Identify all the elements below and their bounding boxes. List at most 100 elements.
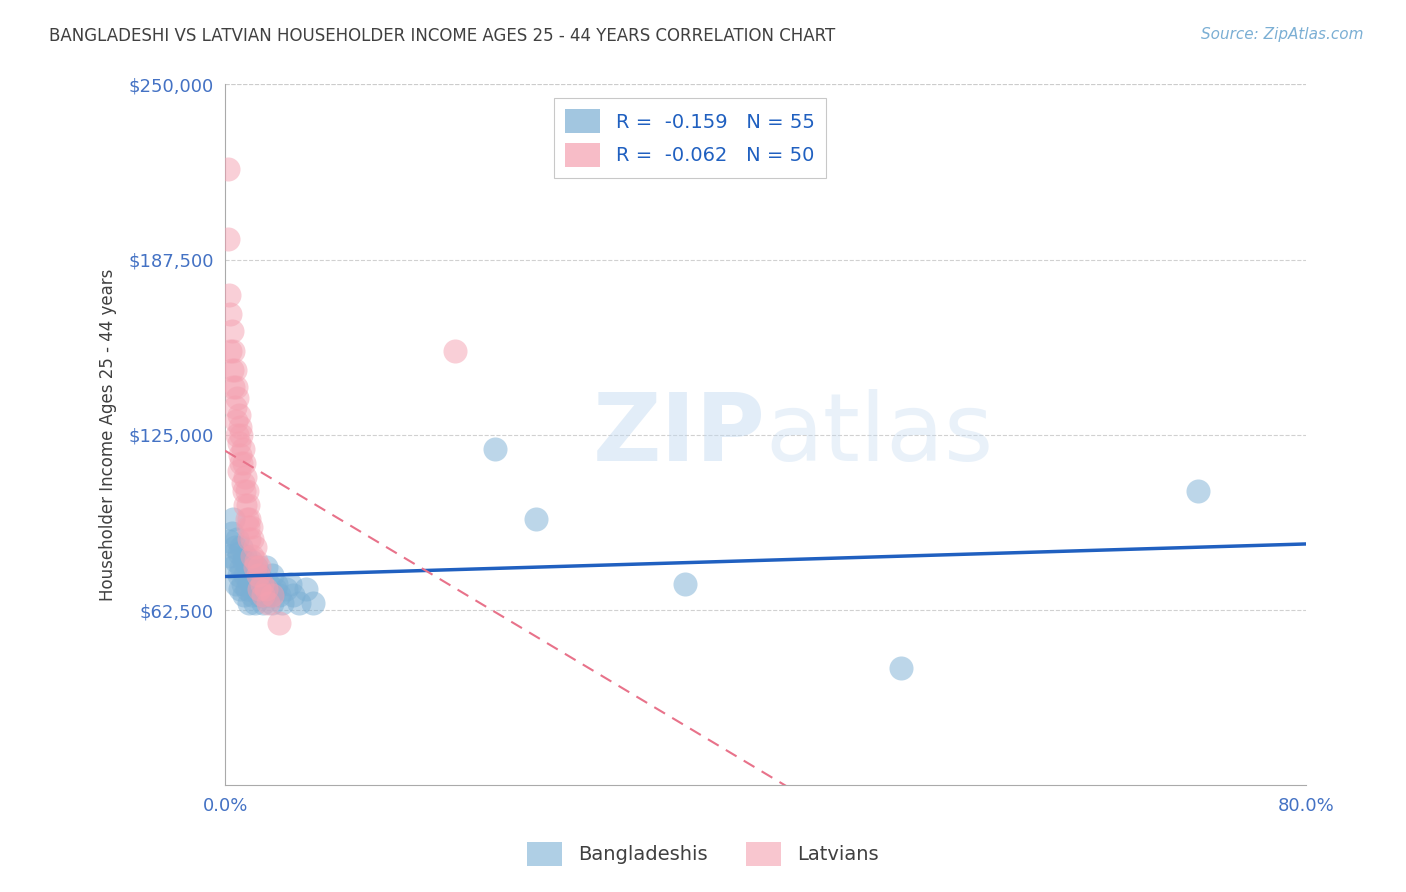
Point [219, 307, 242, 321]
Point [269, 588, 291, 602]
Point [252, 596, 274, 610]
Text: atlas: atlas [766, 389, 994, 481]
Point [229, 419, 252, 434]
Point [235, 483, 257, 498]
Point [225, 554, 247, 568]
Point [295, 582, 318, 597]
Point [243, 596, 266, 610]
Point [243, 540, 266, 554]
Point [221, 363, 243, 377]
Point [246, 582, 269, 597]
Point [224, 540, 246, 554]
Legend: R =  -0.159   N = 55, R =  -0.062   N = 50: R = -0.159 N = 55, R = -0.062 N = 50 [554, 97, 827, 178]
Point [484, 442, 506, 456]
Point [247, 559, 270, 574]
Point [524, 512, 547, 526]
Point [262, 596, 284, 610]
Point [240, 568, 263, 582]
Point [222, 559, 245, 574]
Point [232, 442, 254, 456]
Point [231, 559, 253, 574]
Point [240, 549, 263, 563]
Point [236, 559, 259, 574]
Point [217, 161, 239, 176]
Point [259, 588, 281, 602]
Text: Source: ZipAtlas.com: Source: ZipAtlas.com [1201, 27, 1364, 42]
Point [238, 574, 260, 588]
Legend: Bangladeshis, Latvians: Bangladeshis, Latvians [520, 834, 886, 873]
Point [231, 540, 253, 554]
Text: ZIP: ZIP [593, 389, 766, 481]
Point [235, 549, 257, 563]
Point [281, 588, 304, 602]
Point [240, 588, 263, 602]
Point [222, 343, 245, 358]
Point [245, 559, 267, 574]
Point [274, 582, 297, 597]
Point [226, 428, 249, 442]
Point [243, 559, 266, 574]
Point [278, 576, 301, 591]
Point [238, 596, 260, 610]
Point [238, 512, 260, 526]
Point [235, 498, 257, 512]
Point [254, 588, 277, 602]
Point [239, 520, 262, 534]
Point [222, 380, 245, 394]
Point [219, 549, 242, 563]
Point [235, 512, 257, 526]
Point [228, 464, 250, 478]
Point [240, 532, 263, 546]
Point [231, 428, 253, 442]
Text: BANGLADESHI VS LATVIAN HOUSEHOLDER INCOME AGES 25 - 44 YEARS CORRELATION CHART: BANGLADESHI VS LATVIAN HOUSEHOLDER INCOM… [49, 27, 835, 45]
Point [266, 576, 288, 591]
Point [228, 409, 250, 423]
Point [246, 568, 269, 582]
Point [236, 498, 259, 512]
Point [226, 392, 249, 406]
Point [225, 380, 247, 394]
Point [262, 588, 284, 602]
Point [1187, 483, 1209, 498]
Point [262, 568, 284, 582]
Point [224, 400, 246, 414]
Point [217, 232, 239, 246]
Point [235, 470, 257, 484]
Point [218, 534, 240, 549]
Point [236, 520, 259, 534]
Point [228, 546, 250, 560]
Point [239, 554, 262, 568]
Point [221, 324, 243, 338]
Point [270, 596, 292, 610]
Point [232, 576, 254, 591]
Point [222, 512, 245, 526]
Point [264, 582, 287, 597]
Point [288, 596, 311, 610]
Point [225, 414, 247, 428]
Point [218, 287, 240, 301]
Point [247, 588, 270, 602]
Point [238, 532, 260, 546]
Point [302, 596, 325, 610]
Point [243, 576, 266, 591]
Point [232, 475, 254, 490]
Point [228, 436, 250, 450]
Point [254, 582, 277, 597]
Point [235, 582, 257, 597]
Point [231, 456, 253, 470]
Point [233, 554, 256, 568]
Point [673, 576, 696, 591]
Y-axis label: Householder Income Ages 25 - 44 years: Householder Income Ages 25 - 44 years [100, 268, 117, 601]
Point [229, 582, 252, 597]
Point [221, 526, 243, 541]
Point [257, 576, 280, 591]
Point [250, 576, 273, 591]
Point [229, 448, 252, 462]
Point [247, 582, 270, 597]
Point [254, 559, 277, 574]
Point [890, 661, 912, 675]
Point [245, 554, 267, 568]
Point [444, 343, 467, 358]
Point [269, 615, 291, 630]
Point [228, 568, 250, 582]
